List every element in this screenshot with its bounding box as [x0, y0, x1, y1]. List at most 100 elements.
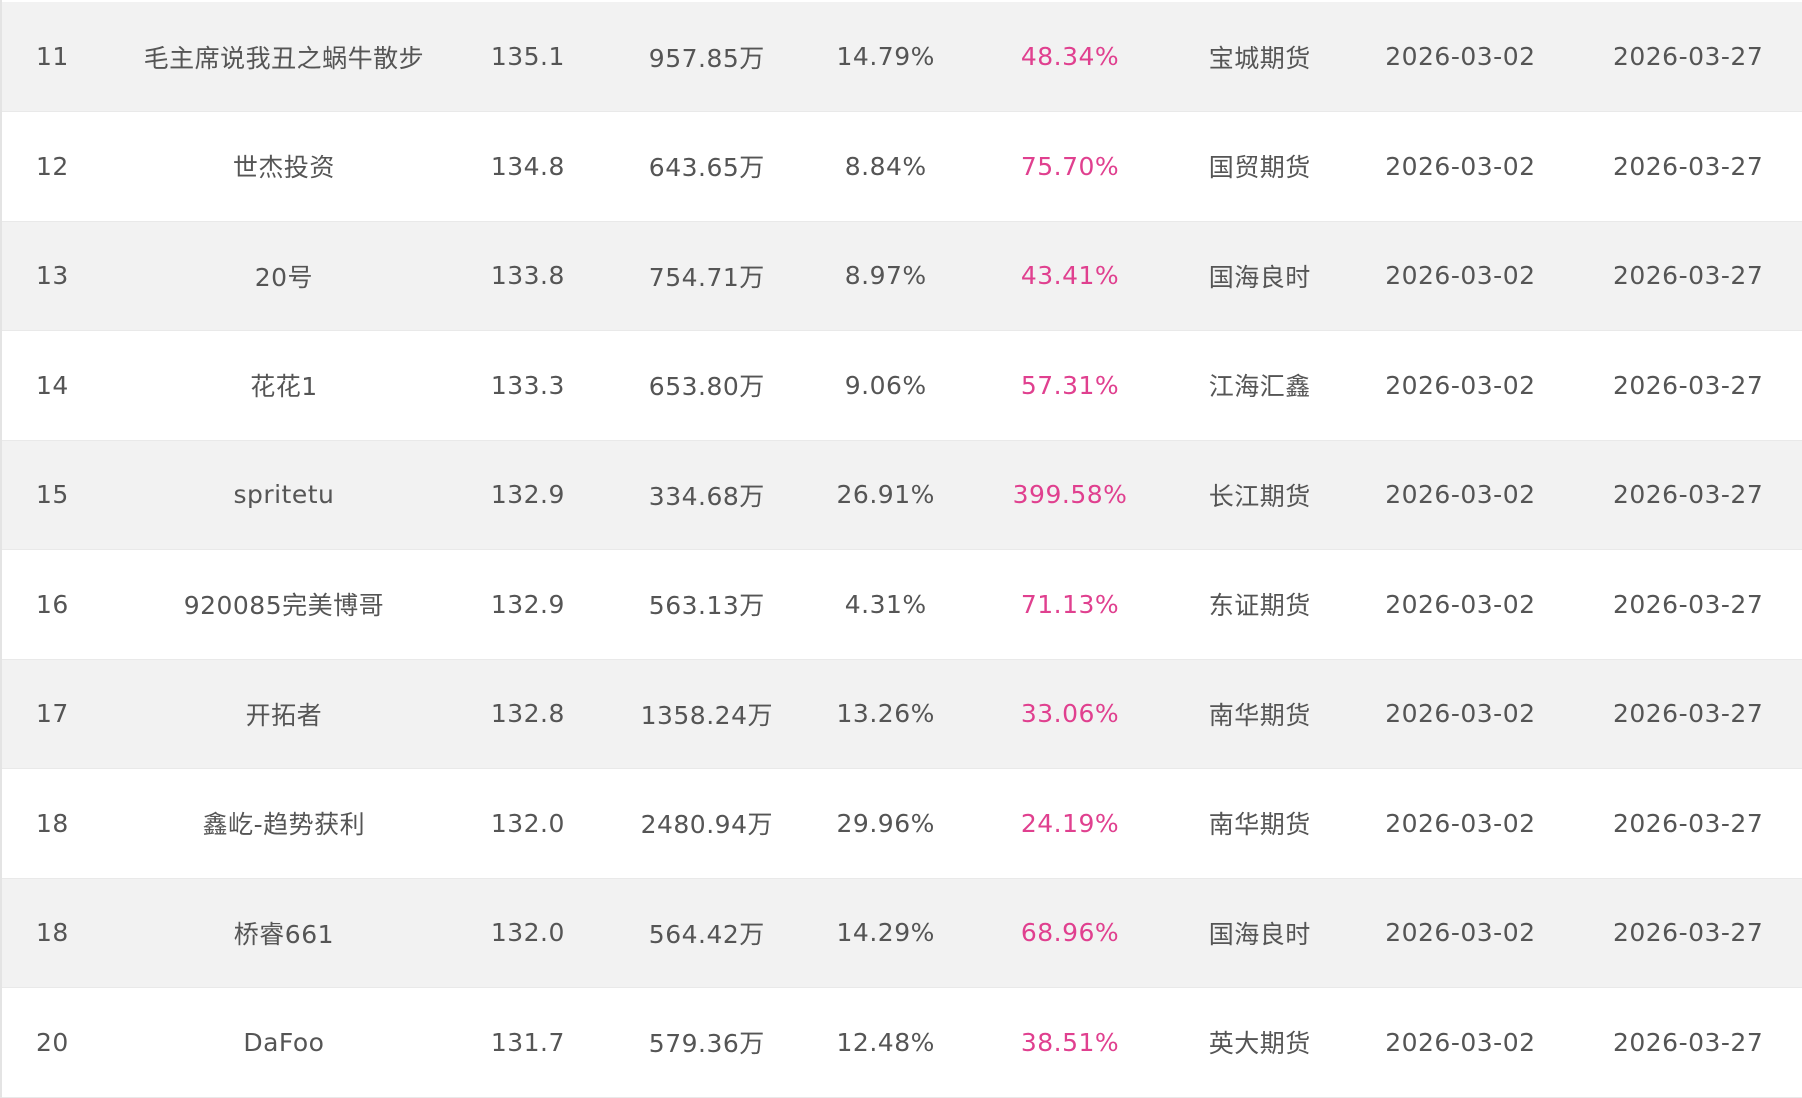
rank-cell: 11 [36, 42, 69, 71]
broker-cell: 国海良时 [1208, 262, 1311, 292]
rank-cell: 18 [36, 808, 69, 838]
account-name-cell[interactable]: 920085完美博哥 [183, 591, 385, 621]
table-row[interactable]: 13 20号 133.8 754.71万 8.97% 43.41% 国海良时 2… [2, 221, 1802, 331]
return-cell: 71.13% [1020, 589, 1120, 619]
end-date-cell: 2026-03-27 [1612, 480, 1764, 510]
end-date-cell: 2026-03-27 [1612, 589, 1764, 619]
table-row[interactable]: 18 鑫屹-趋势获利 132.0 2480.94万 29.96% 24.19% … [2, 769, 1802, 878]
score-cell: 132.0 [490, 808, 565, 838]
score-cell: 133.3 [490, 370, 565, 400]
equity-cell: 957.85万 [648, 43, 765, 73]
broker-cell: 南华期货 [1208, 700, 1311, 730]
score-cell: 131.7 [490, 1027, 565, 1057]
equity-cell: 643.65万 [648, 153, 765, 183]
return-cell: 399.58% [1012, 480, 1128, 510]
drawdown-cell: 26.91% [836, 480, 935, 510]
account-name-cell[interactable]: 20号 [254, 262, 314, 292]
score-cell: 132.0 [490, 918, 565, 948]
equity-cell: 1358.24万 [640, 700, 773, 730]
start-date-cell: 2026-03-02 [1385, 480, 1536, 510]
broker-cell: 宝城期货 [1208, 43, 1311, 73]
return-cell: 75.70% [1020, 151, 1120, 181]
return-cell: 68.96% [1020, 918, 1120, 948]
end-date-cell: 2026-03-27 [1612, 918, 1764, 948]
drawdown-cell: 8.97% [844, 261, 927, 291]
start-date-cell: 2026-03-02 [1385, 370, 1536, 400]
end-date-cell: 2026-03-27 [1612, 699, 1764, 729]
rank-cell: 13 [36, 261, 69, 291]
broker-cell: 国贸期货 [1208, 153, 1311, 183]
table-row[interactable]: 20 DaFoo 131.7 579.36万 12.48% 38.51% 英大期… [2, 988, 1802, 1097]
drawdown-cell: 13.26% [836, 699, 935, 729]
start-date-cell: 2026-03-02 [1385, 42, 1536, 71]
return-cell: 43.41% [1020, 261, 1120, 291]
return-cell: 33.06% [1020, 699, 1120, 729]
equity-cell: 563.13万 [648, 591, 765, 621]
drawdown-cell: 8.84% [844, 151, 927, 181]
end-date-cell: 2026-03-27 [1612, 42, 1764, 71]
broker-cell: 国海良时 [1208, 919, 1311, 949]
table-row[interactable]: 12 世杰投资 134.8 643.65万 8.84% 75.70% 国贸期货 … [2, 112, 1802, 221]
table-row[interactable]: 17 开拓者 132.8 1358.24万 13.26% 33.06% 南华期货… [2, 659, 1802, 769]
return-cell: 24.19% [1020, 808, 1120, 838]
account-name-cell[interactable]: 毛主席说我丑之蜗牛散步 [143, 43, 425, 73]
account-name-cell[interactable]: 桥睿661 [233, 919, 335, 949]
equity-cell: 564.42万 [648, 919, 765, 949]
score-cell: 134.8 [490, 151, 565, 181]
rank-cell: 17 [36, 699, 69, 729]
return-cell: 48.34% [1020, 42, 1120, 71]
end-date-cell: 2026-03-27 [1612, 808, 1764, 838]
rank-cell: 12 [36, 151, 69, 181]
broker-cell: 江海汇鑫 [1208, 372, 1311, 402]
rank-cell: 20 [36, 1027, 69, 1057]
return-cell: 38.51% [1020, 1027, 1120, 1057]
rank-cell: 15 [36, 480, 69, 510]
equity-cell: 2480.94万 [640, 810, 773, 840]
table-row[interactable]: 14 花花1 133.3 653.80万 9.06% 57.31% 江海汇鑫 2… [2, 331, 1802, 440]
start-date-cell: 2026-03-02 [1385, 151, 1536, 181]
table-row[interactable]: 15 spritetu 132.9 334.68万 26.91% 399.58%… [2, 440, 1802, 550]
return-cell: 57.31% [1020, 370, 1120, 400]
drawdown-cell: 14.79% [836, 42, 935, 71]
table-row[interactable]: 11 毛主席说我丑之蜗牛散步 135.1 957.85万 14.79% 48.3… [2, 2, 1802, 112]
score-cell: 132.9 [490, 589, 565, 619]
broker-cell: 东证期货 [1208, 591, 1311, 621]
start-date-cell: 2026-03-02 [1385, 808, 1536, 838]
account-name-cell[interactable]: 鑫屹-趋势获利 [202, 810, 366, 840]
broker-cell: 南华期货 [1208, 810, 1311, 840]
drawdown-cell: 29.96% [836, 808, 935, 838]
rank-cell: 14 [36, 370, 69, 400]
drawdown-cell: 4.31% [844, 589, 927, 619]
drawdown-cell: 12.48% [836, 1027, 935, 1057]
account-name-cell[interactable]: 世杰投资 [232, 153, 335, 183]
rank-cell: 16 [36, 589, 69, 619]
score-cell: 135.1 [490, 42, 565, 71]
end-date-cell: 2026-03-27 [1612, 1027, 1764, 1057]
start-date-cell: 2026-03-02 [1385, 261, 1536, 291]
broker-cell: 长江期货 [1208, 481, 1311, 511]
drawdown-cell: 14.29% [836, 918, 935, 948]
end-date-cell: 2026-03-27 [1612, 261, 1764, 291]
score-cell: 132.8 [490, 699, 565, 729]
score-cell: 132.9 [490, 480, 565, 510]
equity-cell: 334.68万 [648, 481, 765, 511]
score-cell: 133.8 [490, 261, 565, 291]
table-row[interactable]: 18 桥睿661 132.0 564.42万 14.29% 68.96% 国海良… [2, 878, 1802, 988]
rank-cell: 18 [36, 918, 69, 948]
drawdown-cell: 9.06% [844, 370, 927, 400]
table-left-border [0, 0, 2, 1098]
account-name-cell[interactable]: DaFoo [243, 1027, 325, 1057]
start-date-cell: 2026-03-02 [1385, 589, 1536, 619]
account-name-cell[interactable]: spritetu [233, 480, 335, 510]
account-name-cell[interactable]: 花花1 [250, 372, 318, 402]
broker-cell: 英大期货 [1208, 1029, 1311, 1059]
equity-cell: 653.80万 [648, 372, 765, 402]
end-date-cell: 2026-03-27 [1612, 370, 1764, 400]
account-name-cell[interactable]: 开拓者 [245, 700, 323, 730]
start-date-cell: 2026-03-02 [1385, 1027, 1536, 1057]
start-date-cell: 2026-03-02 [1385, 918, 1536, 948]
table-row[interactable]: 16 920085完美博哥 132.9 563.13万 4.31% 71.13%… [2, 550, 1802, 659]
equity-cell: 579.36万 [648, 1029, 765, 1059]
end-date-cell: 2026-03-27 [1612, 151, 1764, 181]
